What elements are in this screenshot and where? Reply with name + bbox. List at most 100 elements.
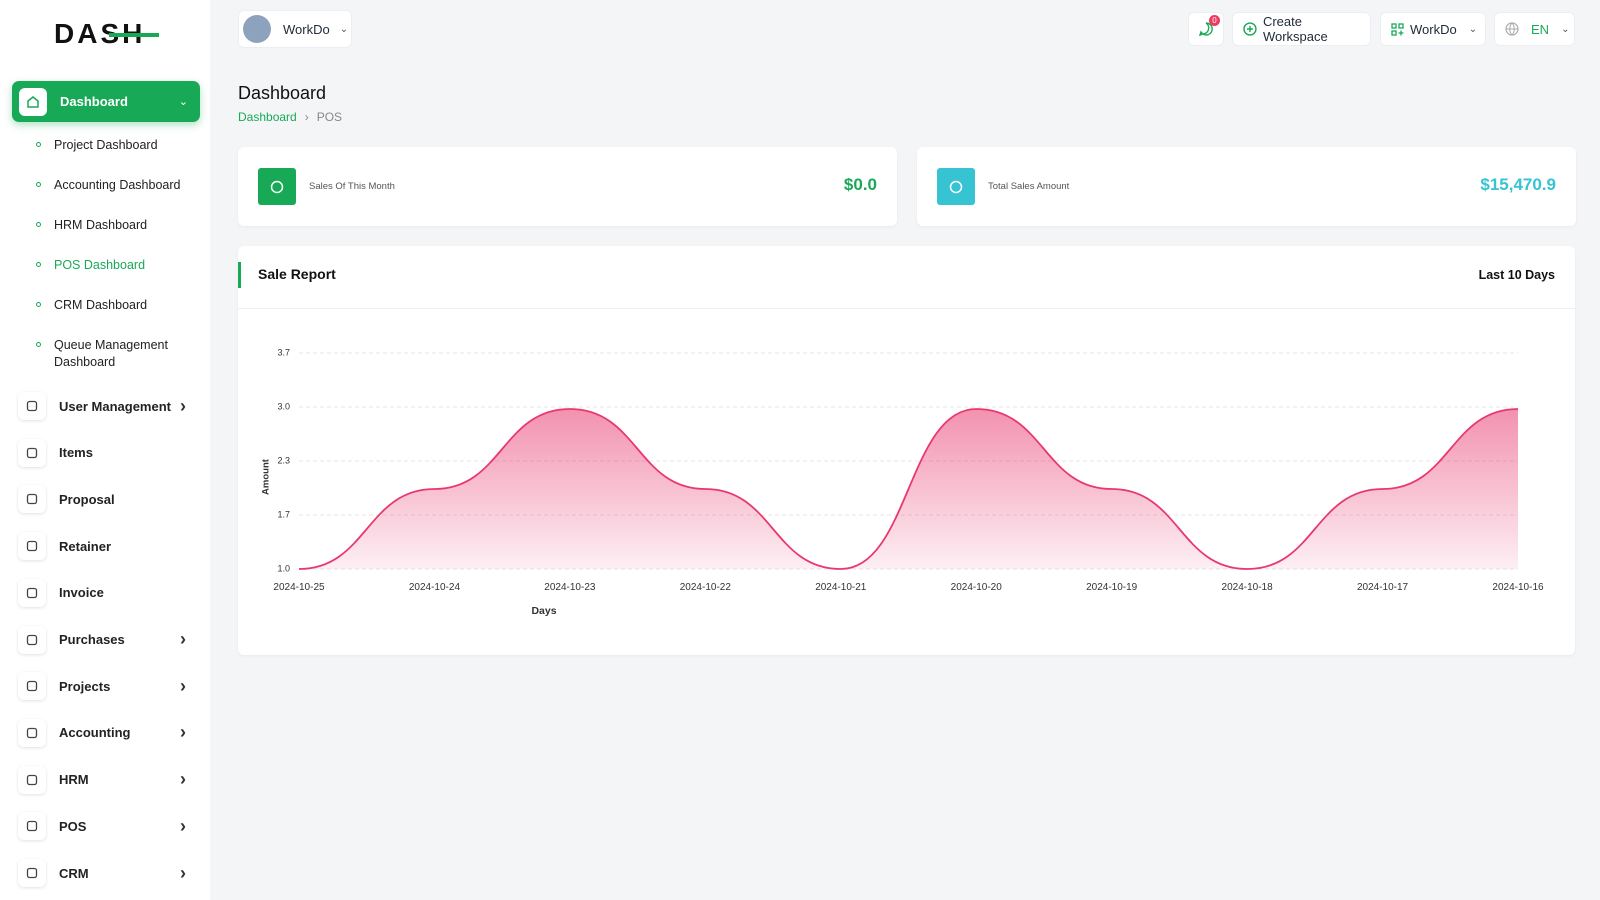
icon-glyph <box>26 867 38 879</box>
submenu-item[interactable]: Queue Management Dashboard <box>36 337 206 371</box>
logo-accent <box>109 33 159 37</box>
bullet <box>36 222 41 227</box>
x-tick-label: 2024-10-17 <box>1357 582 1409 593</box>
nav-label: Dashboard <box>60 94 128 109</box>
messages-button[interactable]: 0 <box>1188 12 1224 46</box>
nav-item[interactable]: POS › <box>18 810 200 842</box>
nav-icon <box>18 438 46 467</box>
chevron: › <box>180 815 186 836</box>
nav-label: HRM <box>59 772 89 788</box>
language-label: EN <box>1531 21 1550 37</box>
submenu-item[interactable]: Accounting Dashboard <box>36 177 206 194</box>
nav-item[interactable]: Proposal <box>18 483 200 515</box>
y-axis-title: Amount <box>261 458 272 495</box>
nav-item[interactable]: Items <box>18 437 200 469</box>
x-tick-label: 2024-10-22 <box>680 582 732 593</box>
nav-dashboard[interactable]: Dashboard ⌄ <box>12 81 200 122</box>
nav-label: Invoice <box>59 585 104 601</box>
breadcrumb: Dashboard › POS <box>238 110 342 124</box>
workspace-menu[interactable]: WorkDo ⌄ <box>1380 12 1486 46</box>
icon-shape <box>270 180 284 194</box>
breadcrumb-separator: › <box>304 110 309 124</box>
submenu-item[interactable]: POS Dashboard <box>36 257 206 274</box>
x-tick-label: 2024-10-16 <box>1492 582 1544 593</box>
nav-icon <box>19 87 47 116</box>
submenu-label: CRM Dashboard <box>54 298 148 312</box>
y-tick-label: 1.7 <box>277 509 290 519</box>
submenu-label: Queue Management Dashboard <box>54 338 168 369</box>
stat-label: Total Sales Amount <box>988 181 1070 192</box>
icon-glyph <box>26 774 38 785</box>
chevron: ⌄ <box>178 96 188 108</box>
nav-icon <box>18 812 46 841</box>
line <box>298 408 1519 570</box>
chevron: › <box>180 395 186 416</box>
icon-glyph <box>26 634 38 645</box>
submenu-label: POS Dashboard <box>54 258 146 272</box>
bullet <box>36 142 41 147</box>
x-axis-title: Days <box>531 605 556 617</box>
nav-icon <box>18 532 46 561</box>
nav-label: Accounting <box>59 725 131 741</box>
submenu-item[interactable]: Project Dashboard <box>36 137 206 154</box>
plus-icon <box>1243 22 1257 36</box>
y-tick-label: 1.0 <box>277 563 290 573</box>
icon-glyph <box>26 587 38 598</box>
icon-glyph <box>270 180 284 194</box>
nav-item[interactable]: Retainer <box>18 530 200 562</box>
nav-icon <box>18 392 46 420</box>
icon-shape <box>949 180 963 194</box>
workspace-switcher[interactable]: WorkDo ⌄ <box>238 10 352 48</box>
period-label: Last 10 Days <box>1478 268 1555 282</box>
button-label: Create Workspace <box>1262 14 1328 44</box>
nav-label: Retainer <box>59 538 112 554</box>
icon-shape <box>26 774 38 785</box>
chevron: › <box>180 722 186 743</box>
submenu-item[interactable]: CRM Dashboard <box>36 297 206 314</box>
submenu-item[interactable]: HRM Dashboard <box>36 217 206 234</box>
create-workspace-button[interactable]: Create Workspace <box>1232 12 1371 46</box>
nav-label: Proposal <box>59 491 115 507</box>
x-tick-label: 2024-10-24 <box>409 582 461 593</box>
nav-item[interactable]: Projects › <box>18 670 200 702</box>
nav-icon <box>18 485 46 514</box>
x-tick-label: 2024-10-23 <box>544 582 596 593</box>
y-tick-label: 3.7 <box>277 347 290 357</box>
chat-icon <box>1198 22 1213 37</box>
nav-label: Purchases <box>59 632 125 647</box>
nav-item[interactable]: Invoice <box>18 577 200 609</box>
bullet <box>36 302 41 307</box>
nav-item[interactable]: User Management › <box>18 390 200 422</box>
icon-shape <box>26 634 38 645</box>
icon-glyph <box>26 400 38 412</box>
nav-item[interactable]: CRM › <box>18 857 200 889</box>
nav-icon <box>18 672 46 701</box>
y-tick-label: 2.3 <box>277 455 290 465</box>
card-title: Sale Report <box>258 266 336 282</box>
chevron: › <box>180 769 186 790</box>
language-menu[interactable]: EN ⌄ <box>1494 12 1575 46</box>
icon-shape <box>26 821 38 832</box>
nav-item[interactable]: HRM › <box>18 764 200 796</box>
breadcrumb-link[interactable]: Dashboard <box>238 110 297 124</box>
divider <box>238 308 1575 309</box>
nav-label: User Management <box>59 398 171 414</box>
chevron: › <box>180 629 186 649</box>
nav-label: Projects <box>59 678 111 694</box>
nav-item[interactable]: Purchases › <box>18 624 200 656</box>
nav-item[interactable]: Accounting › <box>18 717 200 749</box>
chevron: ⌄ <box>1468 23 1478 35</box>
nav-label: Items <box>59 445 93 461</box>
globe-icon <box>1505 22 1519 36</box>
nav-icon <box>18 859 46 887</box>
icon-shape <box>26 494 38 505</box>
sidebar: DASH Dashboard ⌄ Project Dashboard Accoun… <box>0 0 210 900</box>
home-icon <box>27 95 39 108</box>
accent-bar <box>238 262 241 288</box>
icon-glyph <box>26 540 38 552</box>
chart: Days Amount 1.0 1.7 2.3 3.0 3.7 2024-10-25 202… <box>261 347 1544 617</box>
icon-glyph <box>26 681 38 692</box>
chevron: › <box>180 675 186 696</box>
stat-value: $15,470.9 <box>1480 175 1556 194</box>
